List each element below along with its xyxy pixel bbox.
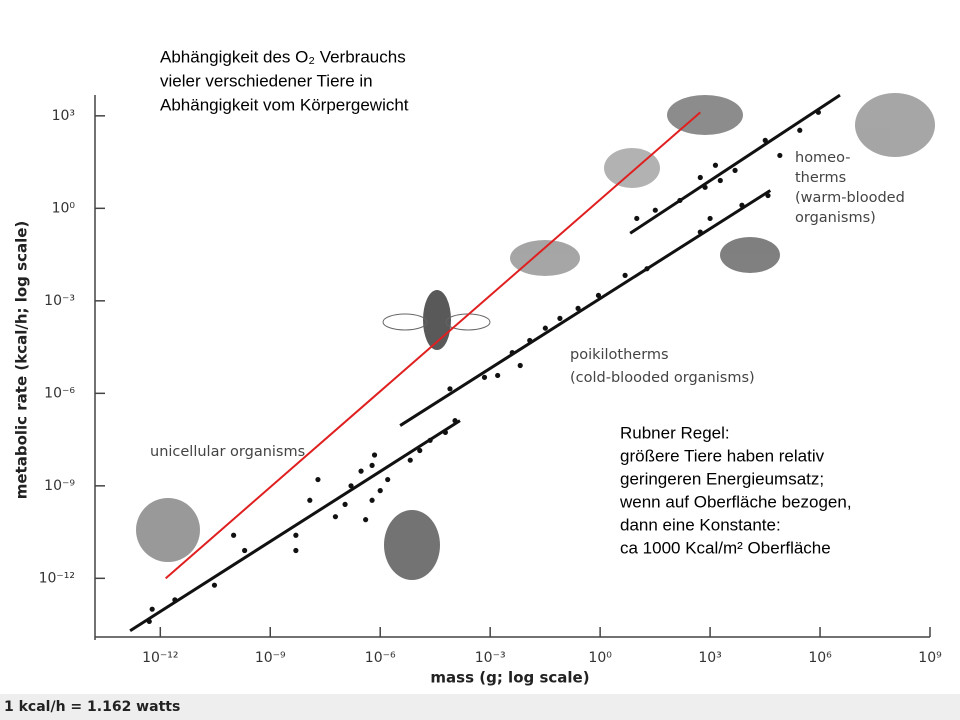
data-point xyxy=(348,483,354,489)
data-point xyxy=(622,272,628,278)
x-axis-label: mass (g; log scale) xyxy=(430,669,589,687)
data-point xyxy=(517,362,523,369)
y-tick-label: 10⁻¹² xyxy=(39,570,75,586)
data-point xyxy=(342,501,348,507)
x-tick-label: 10⁹ xyxy=(918,650,942,666)
elephant-sketch xyxy=(855,93,935,157)
annotation: Rubner Regel: xyxy=(620,423,730,442)
x-tick-label: 10⁻⁹ xyxy=(255,650,286,666)
footnote: 1 kcal/h = 1.162 watts xyxy=(4,699,180,715)
data-point xyxy=(407,457,413,463)
data-point xyxy=(363,517,369,523)
turtle-sketch xyxy=(720,237,780,273)
data-point xyxy=(315,476,321,483)
annotation: wenn auf Oberfläche bezogen, xyxy=(619,492,852,511)
data-point xyxy=(777,152,783,159)
y-tick-label: 10³ xyxy=(52,108,75,124)
x-tick-label: 10⁶ xyxy=(808,650,832,666)
data-point xyxy=(149,606,155,612)
annotation: Abhängigkeit des O₂ Verbrauchs xyxy=(160,47,406,66)
fit-line xyxy=(629,93,841,235)
red-line xyxy=(165,111,701,580)
y-axis-label: metabolic rate (kcal/h; log scale) xyxy=(13,221,31,500)
data-point xyxy=(762,137,768,143)
group-label: (cold-blooded organisms) xyxy=(570,370,755,386)
data-point xyxy=(575,305,581,311)
group-label: organisms) xyxy=(795,210,876,226)
data-point xyxy=(332,514,339,520)
annotation: vieler verschiedener Tiere in xyxy=(160,71,373,90)
data-point xyxy=(211,582,218,588)
data-point xyxy=(595,292,602,299)
annotation: Abhängigkeit vom Körpergewicht xyxy=(160,95,409,114)
data-point xyxy=(293,547,299,554)
y-tick-label: 10⁻⁶ xyxy=(44,385,75,401)
x-tick-label: 10³ xyxy=(698,650,721,666)
data-point xyxy=(307,497,313,503)
data-point xyxy=(447,386,453,392)
annotation: größere Tiere haben relativ xyxy=(620,446,825,465)
fit-line xyxy=(399,189,772,427)
x-tick-label: 10⁰ xyxy=(588,650,612,666)
data-point xyxy=(495,372,501,379)
data-point xyxy=(557,315,563,321)
data-point xyxy=(542,325,548,331)
group-label: therms xyxy=(795,170,846,186)
data-point xyxy=(385,476,391,483)
data-point xyxy=(732,167,738,173)
footer-band xyxy=(0,694,960,720)
group-label: unicellular organisms xyxy=(150,444,305,460)
y-tick-label: 10⁰ xyxy=(52,200,76,216)
fit-line xyxy=(129,419,461,632)
data-point xyxy=(707,215,713,222)
data-point xyxy=(242,547,248,554)
frog-sketch xyxy=(510,240,580,276)
group-label: (warm-blooded xyxy=(795,190,905,206)
data-point xyxy=(417,447,423,454)
x-tick-label: 10⁻⁶ xyxy=(365,650,396,666)
data-point xyxy=(231,532,237,538)
x-tick-label: 10⁻¹² xyxy=(142,650,178,666)
data-point xyxy=(634,215,640,222)
data-point xyxy=(377,488,383,494)
data-point xyxy=(369,462,375,468)
annotation: ca 1000 Kcal/m² Oberfläche xyxy=(620,538,831,557)
rat-sketch xyxy=(604,148,660,188)
y-tick-label: 10⁻³ xyxy=(44,293,75,309)
illustrations xyxy=(136,93,935,580)
data-point xyxy=(369,497,375,503)
group-label: homeo- xyxy=(795,150,850,166)
cat-sketch xyxy=(667,95,743,135)
data-point xyxy=(358,468,364,474)
data-point xyxy=(481,374,488,380)
x-tick-label: 10⁻³ xyxy=(475,650,506,666)
data-point xyxy=(717,177,723,184)
annotation: dann eine Konstante: xyxy=(620,515,781,534)
data-point xyxy=(797,127,803,133)
data-point xyxy=(371,452,378,458)
data-point xyxy=(712,162,719,168)
data-point xyxy=(293,532,299,538)
y-tick-label: 10⁻⁹ xyxy=(44,478,75,494)
cell-sketch xyxy=(384,510,440,580)
cell-sketch xyxy=(136,498,200,562)
data-point xyxy=(697,174,703,181)
annotation: geringeren Energieumsatz; xyxy=(620,469,824,488)
group-label: poikilotherms xyxy=(570,347,669,363)
data-point xyxy=(652,207,658,213)
fly-sketch xyxy=(382,313,428,331)
